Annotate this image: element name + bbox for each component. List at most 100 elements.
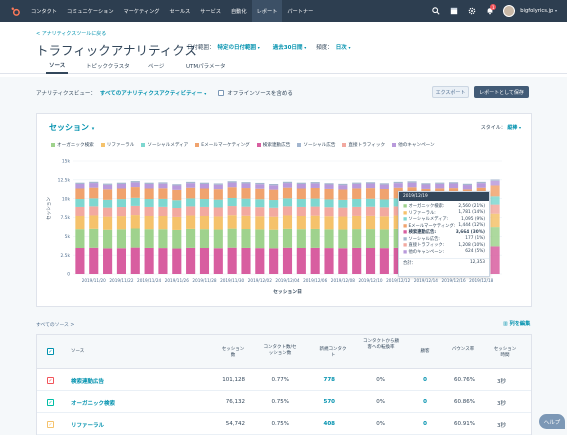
row-checkbox[interactable]: ✓	[47, 377, 54, 384]
x-tick-label: 2019/11/22	[109, 278, 133, 283]
bar-segment	[199, 183, 210, 189]
customers-link[interactable]: 0	[423, 421, 427, 427]
tab-sources[interactable]: ソース	[46, 57, 69, 74]
nav-item-1[interactable]: コミュニケーション	[66, 8, 114, 15]
bar-segment	[89, 198, 99, 207]
col-session-time[interactable]: セッション時間	[493, 347, 517, 358]
legend-label: ソーシャルメディア	[147, 143, 189, 148]
tooltip-swatch: ■	[403, 236, 409, 242]
new-contacts-link[interactable]: 778	[323, 377, 335, 383]
legend-item[interactable]: リファーラル	[100, 142, 134, 148]
bar-segment	[435, 183, 445, 189]
nav-item-6[interactable]: レポート	[251, 0, 283, 22]
period-filter[interactable]: 過去30日間 ▾	[272, 45, 307, 51]
source-link[interactable]: オーガニック検索	[71, 401, 116, 407]
tab-topic-clusters[interactable]: トピッククラスタ	[86, 63, 130, 70]
col-bounce-rate[interactable]: バウンス率	[451, 347, 475, 352]
y-tick-label: 5k	[65, 234, 71, 240]
bar-segment	[172, 185, 182, 190]
legend-item[interactable]: オーガニック検索	[51, 142, 94, 148]
customers-link[interactable]: 0	[423, 399, 427, 405]
nav-item-4[interactable]: サービス	[200, 8, 221, 15]
x-tick-label: 2019/12/08	[331, 278, 355, 283]
row-checkbox[interactable]: ✓	[47, 421, 54, 428]
bar-segment	[269, 185, 279, 190]
col-sessions[interactable]: セッション数	[221, 347, 245, 358]
row-checkbox[interactable]: ✓	[47, 399, 54, 406]
bar-segment	[103, 248, 113, 274]
col-contact-rate[interactable]: コンタクト数/セッション数	[263, 345, 297, 356]
x-tick-label: 2019/12/18	[469, 278, 493, 283]
col-source[interactable]: ソース	[71, 349, 85, 354]
metric-select[interactable]: セッション ▾	[49, 123, 95, 132]
bar-segment	[379, 183, 389, 185]
col-customers[interactable]: 顧客	[420, 349, 430, 354]
bar-segment	[365, 229, 376, 249]
bar-segment	[130, 247, 140, 274]
marketplace-icon[interactable]	[445, 0, 463, 22]
help-button[interactable]: ヘルプ	[539, 414, 565, 429]
bar-segment	[144, 182, 154, 184]
col-new-contacts[interactable]: 新規コンタクト	[319, 347, 347, 358]
select-all-checkbox[interactable]: ✓	[47, 348, 54, 355]
new-contacts-link[interactable]: 408	[323, 421, 335, 427]
legend-item[interactable]: ソーシャル広告	[297, 142, 335, 148]
tab-utm-parameters[interactable]: UTMパラメータ	[186, 63, 226, 70]
contact-rate-value: 0.75%	[271, 421, 289, 427]
session-time-value: 3秒	[497, 379, 506, 385]
customers-link[interactable]: 0	[423, 377, 427, 383]
bar-segment	[255, 199, 265, 208]
bar-segment	[365, 215, 376, 230]
account-menu[interactable]: bigfolyrics.jp ▾	[520, 8, 557, 14]
settings-gear-icon[interactable]	[463, 0, 481, 22]
y-tick-label: 10k	[62, 196, 71, 202]
chart-tooltip: 2019/12/19 ■ オーガニック検索: 2,560 (21%) ■ リファーラ…	[398, 191, 490, 277]
frequency-filter[interactable]: 頻度： 日次 ▾	[316, 45, 351, 51]
col-customer-rate[interactable]: コンタクトから顧客への転換率	[363, 339, 399, 350]
analytics-view-select[interactable]: すべてのアナリティクスアクティビティー ▾	[99, 91, 207, 97]
breadcrumb[interactable]: すべてのソース >	[36, 323, 75, 328]
legend-item[interactable]: 直接トラフィック	[342, 142, 385, 148]
bar-segment	[116, 199, 126, 208]
tooltip-row: ■ 直接トラフィック: 1,208 (10%)	[403, 242, 485, 249]
bar-segment	[352, 215, 362, 230]
offline-sources-checkbox[interactable]	[218, 90, 225, 96]
bar-segment	[269, 184, 279, 186]
bar-segment	[296, 215, 306, 230]
user-avatar[interactable]	[503, 5, 516, 17]
nav-item-3[interactable]: セールス	[169, 8, 191, 15]
table-row[interactable]: ✓ リファーラル 54,742 0.75% 408 0% 0 60.91% 3秒	[37, 413, 531, 435]
bar-segment	[172, 208, 182, 217]
bar-segment	[199, 229, 210, 249]
tooltip-swatch: ■	[403, 230, 409, 236]
source-link[interactable]: 検索連動広告	[71, 379, 105, 385]
source-link[interactable]: リファーラル	[71, 423, 105, 429]
bar-segment	[310, 206, 320, 216]
nav-item-0[interactable]: コンタクト	[31, 8, 57, 15]
table-row[interactable]: ✓ 検索連動広告 101,128 0.77% 778 0% 0 60.76% 3秒	[37, 369, 531, 391]
search-icon[interactable]	[427, 0, 445, 22]
bar-segment	[449, 183, 459, 189]
back-to-analytics-link[interactable]: < アナリティクスツールに戻る	[36, 31, 107, 37]
nav-item-7[interactable]: パートナー	[287, 8, 314, 15]
legend-item[interactable]: 検索連動広告	[256, 142, 290, 148]
tab-pages[interactable]: ページ	[148, 63, 165, 70]
table-row[interactable]: ✓ オーガニック検索 76,132 0.75% 570 0% 0 60.86% 3秒	[37, 391, 531, 413]
tooltip-swatch: ■	[403, 243, 409, 249]
notifications-bell-icon[interactable]: 1	[481, 0, 499, 22]
bar-segment	[490, 179, 500, 181]
legend-item[interactable]: ソーシャルメディア	[141, 142, 188, 148]
date-range-filter[interactable]: 日付範囲： 特定の日付範囲 ▾	[187, 45, 260, 51]
new-contacts-link[interactable]: 570	[323, 399, 335, 405]
hubspot-logo-icon[interactable]	[6, 0, 24, 22]
save-as-report-button[interactable]: レポートとして保存	[474, 86, 529, 98]
edit-columns-button[interactable]: ▥ 列を編集	[503, 321, 531, 327]
nav-item-2[interactable]: マーケティング	[123, 8, 160, 15]
legend-item[interactable]: Eメールマーケティング	[195, 142, 250, 148]
export-button[interactable]: エクスポート	[432, 86, 469, 98]
bar-segment	[338, 189, 348, 200]
nav-item-5[interactable]: 自動化	[230, 8, 247, 15]
legend-swatch	[51, 143, 55, 147]
chart-style-select[interactable]: スタイル： 縦棒 ▾	[480, 125, 521, 131]
legend-item[interactable]: 他のキャンペーン	[392, 142, 435, 148]
